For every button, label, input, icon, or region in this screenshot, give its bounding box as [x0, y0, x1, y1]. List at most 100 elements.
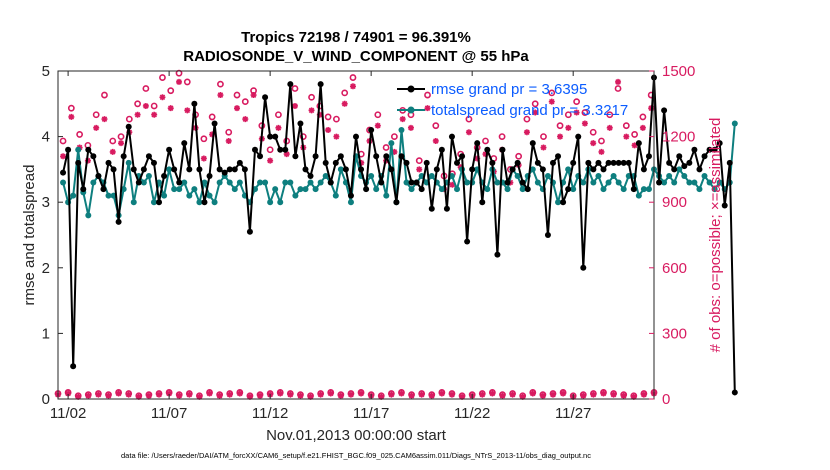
series-point	[105, 159, 112, 166]
obs-possible-marker	[92, 111, 100, 119]
series-point	[140, 179, 147, 186]
series-point	[418, 186, 425, 193]
obs-assimilated-marker	[85, 392, 92, 399]
series-point	[90, 153, 97, 160]
obs-assimilated-marker	[277, 390, 284, 397]
series-point	[534, 159, 541, 166]
series-point	[95, 172, 102, 179]
series-point	[272, 133, 279, 140]
obs-possible-marker	[382, 144, 390, 151]
series-point	[156, 199, 163, 206]
series-point	[90, 179, 97, 186]
series-point	[176, 186, 183, 193]
series-point	[201, 179, 208, 186]
obs-possible-marker	[275, 111, 282, 119]
obs-assimilated-marker	[479, 391, 486, 398]
obs-assimilated-marker	[267, 157, 274, 164]
series-point	[499, 146, 506, 153]
series-point	[337, 153, 344, 160]
legend: rmse grand pr = 3.6395 totalspread grand…	[397, 81, 628, 119]
obs-assimilated-marker	[509, 391, 516, 398]
series-point	[681, 163, 688, 170]
series-point	[676, 166, 683, 173]
series-point	[85, 212, 92, 219]
series-point	[676, 153, 683, 160]
series-point	[696, 166, 703, 173]
x-tick-label: 11/07	[151, 405, 187, 422]
obs-assimilated-marker	[349, 83, 356, 90]
obs-possible-marker	[233, 91, 241, 99]
obs-possible-marker	[117, 133, 125, 140]
obs-assimilated-marker	[408, 392, 415, 399]
y-tick-label-left: 2	[42, 260, 50, 277]
obs-assimilated-marker	[548, 98, 555, 105]
obs-assimilated-marker	[399, 116, 406, 123]
obs-possible-marker	[482, 137, 489, 145]
series-point	[529, 166, 536, 173]
series-point	[560, 199, 567, 206]
legend-rmse-label: rmse grand pr = 3.6395	[431, 81, 587, 98]
series-point	[358, 166, 365, 173]
y-tick-label-left: 4	[42, 129, 50, 146]
obs-possible-marker	[515, 152, 523, 160]
series-point	[686, 179, 693, 186]
series-point	[383, 192, 390, 199]
y-axis-left: 0 1 2 3 4 5	[42, 63, 63, 408]
obs-assimilated-marker	[95, 391, 102, 398]
obs-assimilated-marker	[283, 151, 290, 158]
x-tick-label: 11/12	[252, 405, 288, 422]
series-point	[373, 186, 380, 193]
series-point	[246, 228, 253, 235]
obs-assimilated-marker	[388, 391, 395, 398]
series-point	[145, 153, 152, 160]
chart-title: Tropics 72198 / 74901 = 96.391%	[241, 29, 471, 46]
series-point	[251, 146, 258, 153]
series-point	[257, 153, 264, 160]
obs-assimilated-marker	[590, 140, 597, 147]
series-point	[171, 186, 178, 193]
obs-possible-marker	[639, 113, 647, 121]
series-point	[105, 192, 112, 199]
series-point	[605, 159, 612, 166]
series-point	[413, 179, 420, 186]
obs-assimilated-marker	[465, 129, 472, 136]
series-point	[317, 179, 324, 186]
obs-assimilated-marker	[347, 391, 354, 398]
series-point	[701, 172, 708, 179]
legend-spread-marker	[407, 106, 415, 114]
obs-possible-marker	[465, 115, 473, 123]
obs-possible-marker	[432, 122, 440, 130]
series-point	[590, 179, 597, 186]
series-point	[292, 153, 299, 160]
obs-assimilated-marker	[428, 392, 435, 399]
obs-possible-marker	[631, 131, 639, 138]
series-point	[135, 179, 142, 186]
series-point	[140, 166, 147, 173]
obs-assimilated-marker	[206, 390, 213, 397]
obs-possible-marker	[241, 98, 249, 106]
x-tick-label: 11/02	[50, 405, 86, 422]
series-point	[221, 169, 228, 176]
obs-assimilated-marker	[640, 391, 647, 398]
series-point	[519, 186, 526, 193]
series-point	[166, 166, 173, 173]
series-point	[342, 166, 349, 173]
series-point	[514, 159, 521, 166]
series-point	[524, 186, 531, 193]
obs-assimilated-marker	[142, 102, 149, 109]
series-point	[312, 153, 319, 160]
series-point	[423, 159, 430, 166]
x-tick-label: 11/27	[555, 405, 591, 422]
series-point	[150, 159, 157, 166]
series-point	[555, 199, 562, 206]
obs-possible-marker	[217, 80, 224, 88]
obs-assimilated-marker	[159, 94, 166, 101]
obs-possible-marker	[415, 157, 423, 165]
obs-assimilated-marker	[606, 124, 613, 131]
series-point	[130, 199, 137, 206]
legend-rmse-marker	[407, 85, 415, 93]
obs-assimilated-marker	[217, 92, 224, 99]
series-point	[454, 159, 461, 166]
obs-assimilated-marker	[391, 148, 398, 155]
